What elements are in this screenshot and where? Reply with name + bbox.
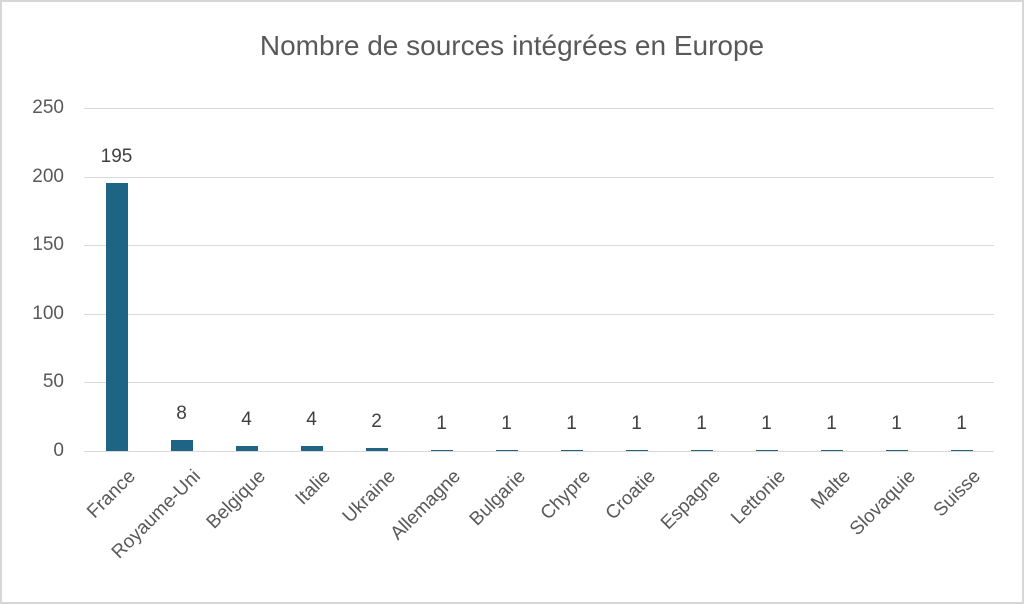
y-axis-tick-label: 0 (53, 440, 64, 461)
gridline-y-150 (84, 245, 994, 247)
gridline-y-100 (84, 313, 994, 315)
bar-croatie (625, 449, 648, 451)
bar-italie (300, 445, 323, 451)
gridline-y-50 (84, 382, 994, 384)
bar-royaume-uni (170, 440, 193, 451)
bar-value-label: 4 (306, 408, 317, 430)
bar-value-label: 195 (100, 146, 133, 168)
y-axis-tick-label: 250 (32, 97, 64, 118)
bar-malte (820, 449, 843, 451)
bar-value-label: 1 (631, 412, 642, 434)
bar-lettonie (755, 449, 778, 451)
bar-value-label: 2 (371, 411, 382, 433)
bar-value-label: 4 (241, 408, 252, 430)
chart-title: Nombre de sources intégrées en Europe (259, 30, 765, 61)
bar-belgique (235, 445, 258, 451)
bar-espagne (690, 449, 713, 451)
y-axis-tick-label: 200 (32, 165, 64, 187)
bar-ukraine (365, 448, 388, 451)
bar-suisse (950, 449, 973, 451)
bar-value-label: 1 (956, 412, 967, 434)
bar-value-label: 1 (826, 412, 837, 434)
gridline-y-200 (84, 176, 994, 178)
gridline-y-250 (84, 108, 994, 109)
bar-value-label: 1 (501, 412, 512, 434)
bar-chypre (560, 449, 583, 451)
bar-value-label: 1 (696, 412, 707, 434)
y-axis-tick-label: 150 (32, 234, 64, 256)
bar-value-label: 1 (436, 412, 447, 434)
bar-slovaquie (885, 449, 908, 451)
bar-value-label: 1 (761, 412, 772, 434)
gridline-y-0 (84, 451, 994, 452)
bar-france (105, 183, 128, 451)
y-axis-tick-label: 50 (42, 371, 64, 393)
bar-value-label: 1 (891, 412, 902, 434)
bar-value-label: 8 (176, 403, 187, 425)
bar-value-label: 1 (566, 412, 577, 434)
y-axis-tick-label: 100 (32, 302, 64, 324)
bar-bulgarie (495, 449, 518, 451)
bar-allemagne (430, 449, 453, 451)
